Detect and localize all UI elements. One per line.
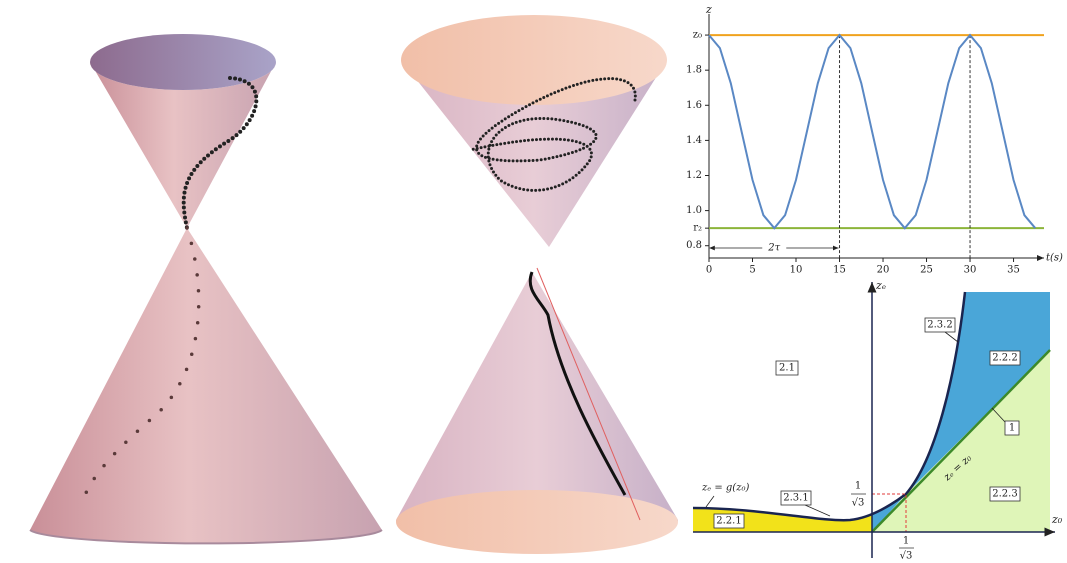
x-tick-label: 35	[1007, 265, 1020, 276]
x-tick-label: 15	[833, 265, 846, 276]
y-tick-label: 1.4	[686, 135, 702, 146]
y-tick-label: 1.2	[686, 170, 702, 181]
region-label: 2.2.2	[992, 353, 1017, 364]
x-tick-label: 0	[706, 265, 712, 276]
region-label: 2.3.2	[927, 320, 952, 331]
y-tick-label: z₀	[693, 30, 702, 41]
x-mark-den: √3	[900, 551, 913, 562]
left-cone	[29, 34, 383, 545]
x-tick-label: 25	[920, 265, 933, 276]
y-mark-num: 1	[855, 481, 861, 492]
y-tick-label: 1.0	[686, 205, 702, 216]
series-line	[708, 33, 1037, 230]
y-tick-label: 1.8	[686, 65, 702, 76]
x-tick-label: 30	[964, 265, 977, 276]
line-chart: z t(s) 0.8 r₂ 1.0 1.2 1.4 1.6 1.8 z₀ 0 5 10 15 20 25 3…	[686, 3, 1063, 276]
x-tick-label: 10	[790, 265, 803, 276]
y-tick-label: 0.8	[686, 240, 702, 251]
span-label: 2τ	[767, 243, 780, 254]
y-axis-label: zₑ	[875, 279, 886, 292]
region-label: 2.2.3	[992, 489, 1017, 500]
x-axis-label: z₀	[1051, 513, 1063, 526]
region-label: 2.2.1	[716, 516, 741, 527]
span-label-bg	[762, 241, 787, 255]
y-tick-label: r₂	[693, 223, 702, 234]
x-axis-label: t(s)	[1046, 253, 1063, 264]
x-tick-label: 20	[877, 265, 890, 276]
y-mark-den: √3	[852, 498, 865, 509]
y-tick-label: 1.6	[686, 100, 702, 111]
region-label: 2.3.1	[783, 493, 808, 504]
middle-cone	[396, 15, 678, 554]
region-label: 2.1	[779, 363, 795, 374]
curve-label: zₑ = g(z₀)	[701, 483, 749, 494]
y-axis-label: z	[705, 3, 712, 16]
phase-diagram: zₑ z₀ 1 √3 1 √3 2.1 2.2.1 2.2.2 2.2.3 2.…	[692, 279, 1063, 562]
x-mark-num: 1	[903, 536, 909, 547]
x-tick-label: 5	[749, 265, 755, 276]
region-label: 1	[1009, 423, 1015, 434]
